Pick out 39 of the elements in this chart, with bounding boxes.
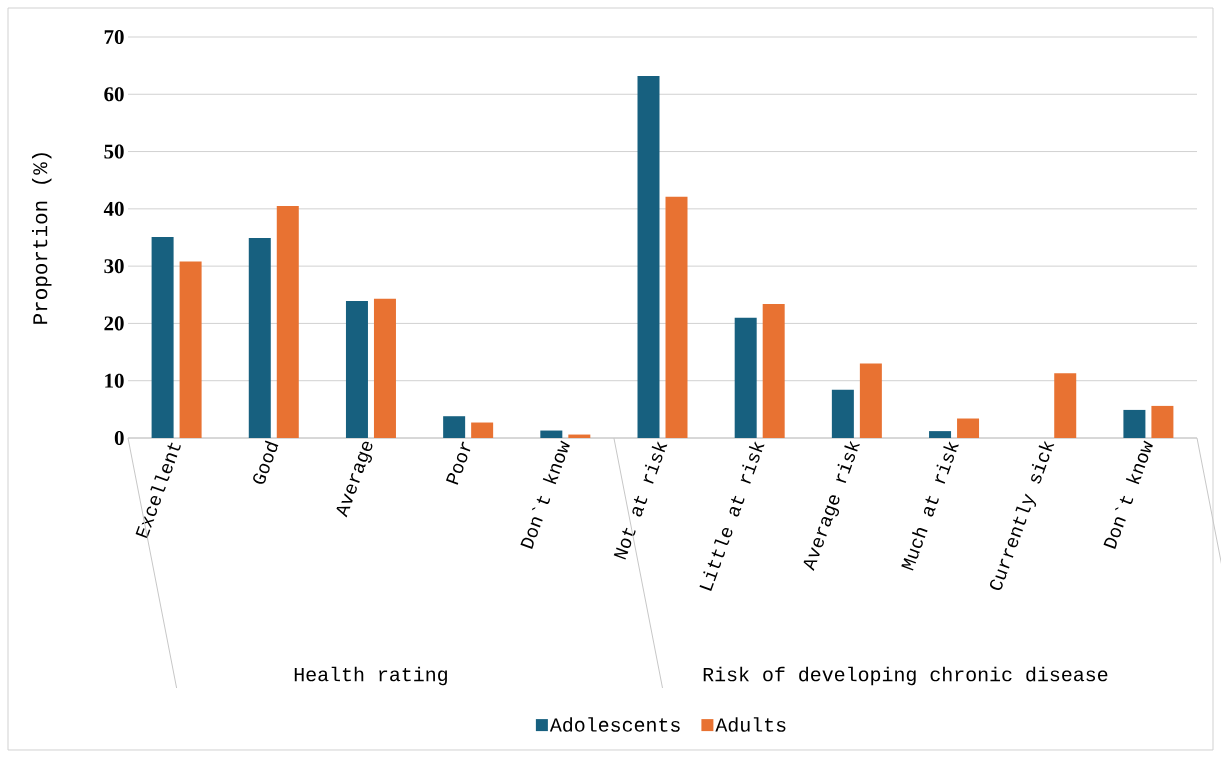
y-tick-label: 70 — [104, 29, 124, 45]
bar — [373, 298, 396, 438]
y-tick-label: 40 — [103, 201, 124, 216]
bar — [637, 75, 660, 438]
text: Risk of developing chronic disease — [703, 666, 1108, 686]
x-tick-label: Don`t know — [1103, 440, 1153, 549]
y-tick-label: 30 — [104, 259, 124, 274]
x-tick-label: Don`t know — [520, 440, 570, 549]
bar — [151, 236, 174, 438]
y-tick-label: 0 — [114, 430, 124, 446]
text: Health rating — [294, 666, 447, 686]
bar — [248, 238, 271, 438]
bar — [957, 418, 980, 438]
y-tick-label: 50 — [104, 144, 124, 159]
x-tick-label: Poor — [445, 441, 471, 485]
y-tick-label: 20 — [104, 316, 124, 331]
bar — [443, 416, 466, 438]
bar — [762, 303, 785, 438]
bar — [1054, 373, 1077, 438]
bar — [929, 431, 952, 438]
bar — [1151, 405, 1174, 438]
legend-label: Adults — [715, 717, 786, 732]
bar — [1123, 409, 1146, 438]
x-tick-label: Not at risk — [613, 441, 668, 560]
y-tick-label: 60 — [104, 87, 124, 102]
y-axis-title: Proportion (%) — [31, 153, 52, 324]
x-tick-label: Good — [253, 440, 279, 484]
bar — [859, 363, 882, 438]
bar — [471, 422, 494, 438]
bar — [345, 301, 368, 438]
legend-label: Adolescents — [549, 717, 680, 732]
x-tick-label: Much at risk — [901, 441, 959, 571]
bar — [734, 317, 757, 438]
bar — [665, 196, 688, 438]
bar — [831, 389, 854, 438]
bar — [179, 261, 202, 438]
y-tick-label: 10 — [105, 373, 124, 388]
bar — [540, 430, 563, 438]
bar — [276, 205, 299, 438]
